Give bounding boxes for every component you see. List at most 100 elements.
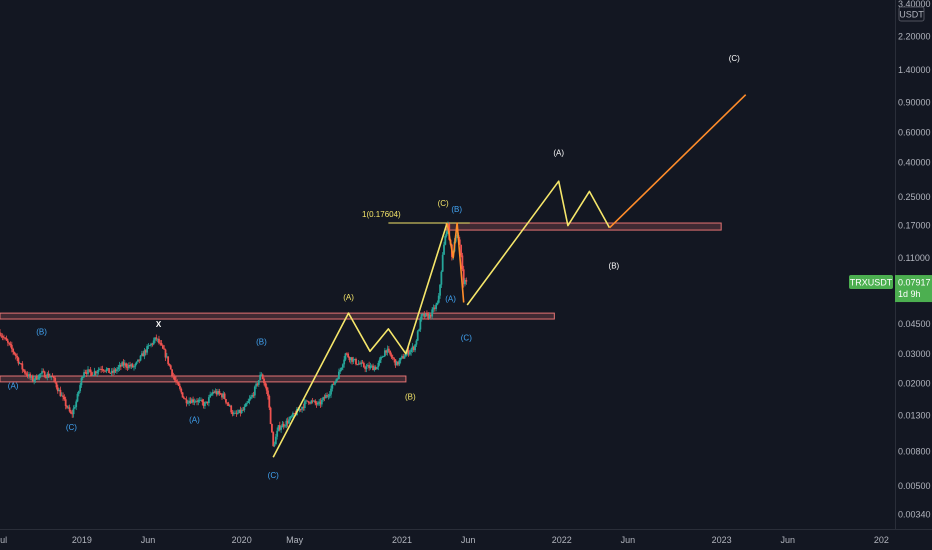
candle-body (387, 348, 390, 351)
time-tick-label: 202 (874, 535, 889, 545)
candle-body (147, 345, 150, 347)
candle-body (377, 362, 380, 368)
candle-body (49, 376, 51, 378)
candle-body (352, 359, 355, 362)
candle-body (230, 405, 233, 413)
candle-body (366, 365, 369, 367)
candle-body (42, 371, 45, 373)
candle-body (142, 353, 145, 357)
candle-body (41, 371, 43, 374)
candle-body (64, 399, 67, 406)
candle-body (314, 400, 317, 404)
candle-body (148, 345, 151, 347)
wave-paths (272, 94, 747, 458)
candle-body (89, 369, 92, 373)
candle-body (14, 354, 17, 356)
candle-body (315, 403, 318, 405)
candle-body (313, 400, 315, 402)
candle-body (22, 369, 25, 371)
candle-body (458, 239, 461, 245)
candle-body (223, 393, 226, 400)
candle-body (248, 398, 251, 402)
candle-body (298, 408, 301, 411)
currency-label-text: USDT (899, 10, 924, 20)
candle-body (173, 376, 176, 381)
currency-label: USDT (898, 6, 925, 22)
price-tag-countdown: 1d 9h (898, 289, 921, 299)
candle-body (386, 348, 389, 353)
candle-body (306, 400, 309, 402)
candle-body (9, 343, 12, 346)
candle-body (25, 373, 28, 375)
candle-body (285, 420, 288, 426)
time-axis[interactable]: Jul 2019 Jun 2020 May 2021 Jun 2022 Jun 2023 Jun 20… (0, 535, 889, 545)
candle-body (456, 235, 459, 236)
candle-body (54, 377, 57, 383)
candle-body (327, 395, 330, 397)
candle-body (109, 372, 112, 374)
candle-body (192, 399, 194, 403)
candle-body (100, 369, 103, 370)
wave-label: (A) (189, 416, 200, 425)
price-tag-value: 0.07917 (898, 278, 931, 288)
candle-body (259, 374, 261, 381)
candle-body (407, 350, 410, 355)
candle-body (159, 342, 162, 344)
candle-body (273, 444, 276, 446)
candle-body (185, 399, 188, 404)
price-axis[interactable]: 3.40000 2.20000 1.40000 0.90000 0.60000 0.400… (898, 0, 931, 520)
candle-body (180, 388, 183, 393)
price-tick-label: 0.00340 (898, 510, 931, 520)
candle-body (114, 369, 117, 372)
price-tick-label: 0.03000 (898, 349, 931, 359)
last-price-tag: TRXUSDT 0.07917 1d 9h (849, 275, 932, 303)
candle-body (183, 397, 185, 399)
wave-label: (A) (553, 148, 564, 157)
candle-body (205, 401, 208, 403)
candle-body (0, 332, 1, 336)
candle-body (67, 407, 70, 409)
candle-body (431, 309, 434, 317)
candle-body (460, 244, 462, 256)
candle-body (368, 365, 371, 369)
candle-body (105, 369, 108, 372)
candle-body (290, 416, 293, 418)
candle-body (385, 350, 388, 353)
candle-body (125, 363, 128, 367)
candle-body (97, 369, 100, 372)
candle-body (45, 377, 47, 379)
candle-body (204, 402, 206, 407)
candle-body (13, 352, 16, 355)
candle-body (257, 380, 260, 385)
candle-body (133, 366, 135, 368)
candle-body (443, 244, 445, 255)
price-tick-label: 1.40000 (898, 65, 931, 75)
horizontal-zones (0, 222, 722, 383)
candle-body (71, 413, 74, 415)
candle-body (137, 359, 139, 362)
candle-body (383, 350, 386, 357)
candle-body (435, 304, 438, 309)
candle-body (113, 369, 116, 373)
candle-body (196, 401, 198, 403)
candle-body (207, 397, 210, 404)
price-tick-label: 0.04500 (898, 319, 931, 329)
candle-body (401, 356, 403, 358)
candle-body (360, 362, 363, 365)
candle-body (101, 369, 104, 370)
candle-body (211, 392, 214, 395)
candle-body (160, 343, 163, 346)
candle-body (96, 371, 99, 374)
candle-body (246, 402, 248, 404)
candle-body (106, 368, 109, 370)
candle-body (144, 350, 147, 353)
candle-body (76, 393, 79, 402)
candle-body (16, 355, 18, 358)
candle-body (376, 367, 378, 370)
candle-body (244, 403, 247, 407)
candle-body (332, 383, 335, 385)
candle-body (24, 370, 26, 374)
candle-body (55, 382, 58, 388)
candle-body (222, 393, 225, 398)
